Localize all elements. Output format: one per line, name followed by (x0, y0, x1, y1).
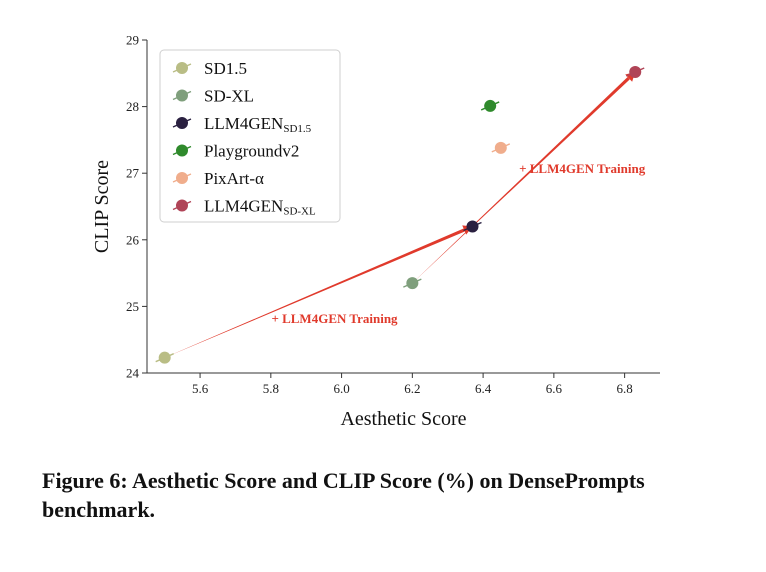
marker-dot (176, 89, 188, 102)
y-tick-label: 25 (126, 299, 139, 314)
legend-label-subscript: SD-XL (283, 206, 316, 218)
legend-label-main: LLM4GEN (204, 197, 283, 216)
marker-dot (406, 277, 419, 290)
point-sd-xl (403, 277, 422, 290)
legend-label-main: Playgroundv2 (204, 142, 299, 161)
marker-dot (176, 172, 188, 184)
data-points (155, 65, 645, 364)
x-tick-label: 5.8 (263, 381, 279, 396)
legend-marker (172, 117, 192, 129)
point-pixart- (491, 141, 511, 154)
legend: SD1.5SD-XLLLM4GENSD1.5Playgroundv2PixArt… (159, 49, 341, 223)
x-tick-label: 6.2 (404, 381, 420, 396)
axes (146, 40, 660, 374)
annotation-label: + LLM4GEN Training (271, 311, 398, 326)
marker-dot (176, 62, 188, 74)
ticks: 5.6 5.8 6.0 6.2 6.4 6.6 6.8 24 25 26 27 28 29 (126, 33, 633, 397)
point-sd1-5 (155, 351, 174, 364)
legend-label-main: LLM4GEN (204, 114, 283, 133)
x-tick-label: 5.6 (192, 381, 209, 396)
point-playgroundv2 (480, 99, 500, 112)
legend-label: PixArt-α (204, 169, 264, 188)
arrows (164, 71, 636, 358)
legend-marker (172, 144, 192, 157)
marker-dot (158, 351, 171, 364)
legend-box (159, 49, 341, 223)
x-tick-label: 6.8 (616, 381, 632, 396)
marker-dot (466, 220, 479, 233)
x-tick-label: 6.6 (546, 381, 563, 396)
marker-dot (494, 141, 507, 154)
marker-dot (176, 199, 188, 212)
y-axis-title: CLIP Score (91, 160, 113, 253)
legend-label: SD1.5 (204, 59, 247, 78)
scatter-chart: 5.6 5.8 6.0 6.2 6.4 6.6 6.8 24 25 26 27 28 29 Aesthe… (91, 33, 660, 430)
x-tick-label: 6.0 (333, 381, 349, 396)
legend-label: Playgroundv2 (204, 142, 299, 161)
legend-label: LLM4GENSD1.5 (204, 114, 312, 135)
legend-label-main: SD1.5 (204, 59, 247, 78)
legend-label-subscript: SD1.5 (283, 123, 311, 135)
point-llm4gen-sd1-5 (463, 220, 482, 233)
y-tick-label: 24 (126, 366, 140, 381)
legend-label: LLM4GENSD-XL (204, 197, 316, 218)
arrow-shaft (164, 228, 465, 358)
marker-dot (629, 65, 642, 78)
legend-marker (172, 62, 192, 74)
arrow-shaft (412, 76, 630, 284)
y-tick-label: 27 (126, 166, 140, 181)
point-llm4gen-sd-xl (625, 65, 645, 78)
annotation-label: + LLM4GEN Training (519, 161, 646, 176)
marker-dot (176, 117, 188, 129)
x-axis-title: Aesthetic Score (340, 408, 466, 430)
legend-label-main: SD-XL (204, 87, 254, 106)
marker-dot (484, 99, 497, 112)
legend-marker (172, 199, 192, 212)
legend-label: SD-XL (204, 87, 254, 106)
x-tick-label: 6.4 (475, 381, 492, 396)
annotations: + LLM4GEN Training + LLM4GEN Training (271, 161, 645, 326)
marker-dot (176, 144, 188, 157)
y-tick-label: 28 (126, 99, 139, 114)
legend-label-main: PixArt-α (204, 169, 264, 188)
legend-marker (172, 172, 192, 184)
legend-marker (172, 89, 192, 102)
y-tick-label: 29 (126, 33, 139, 48)
y-tick-label: 26 (126, 232, 140, 247)
figure-caption: Figure 6: Aesthetic Score and CLIP Score… (42, 468, 645, 522)
